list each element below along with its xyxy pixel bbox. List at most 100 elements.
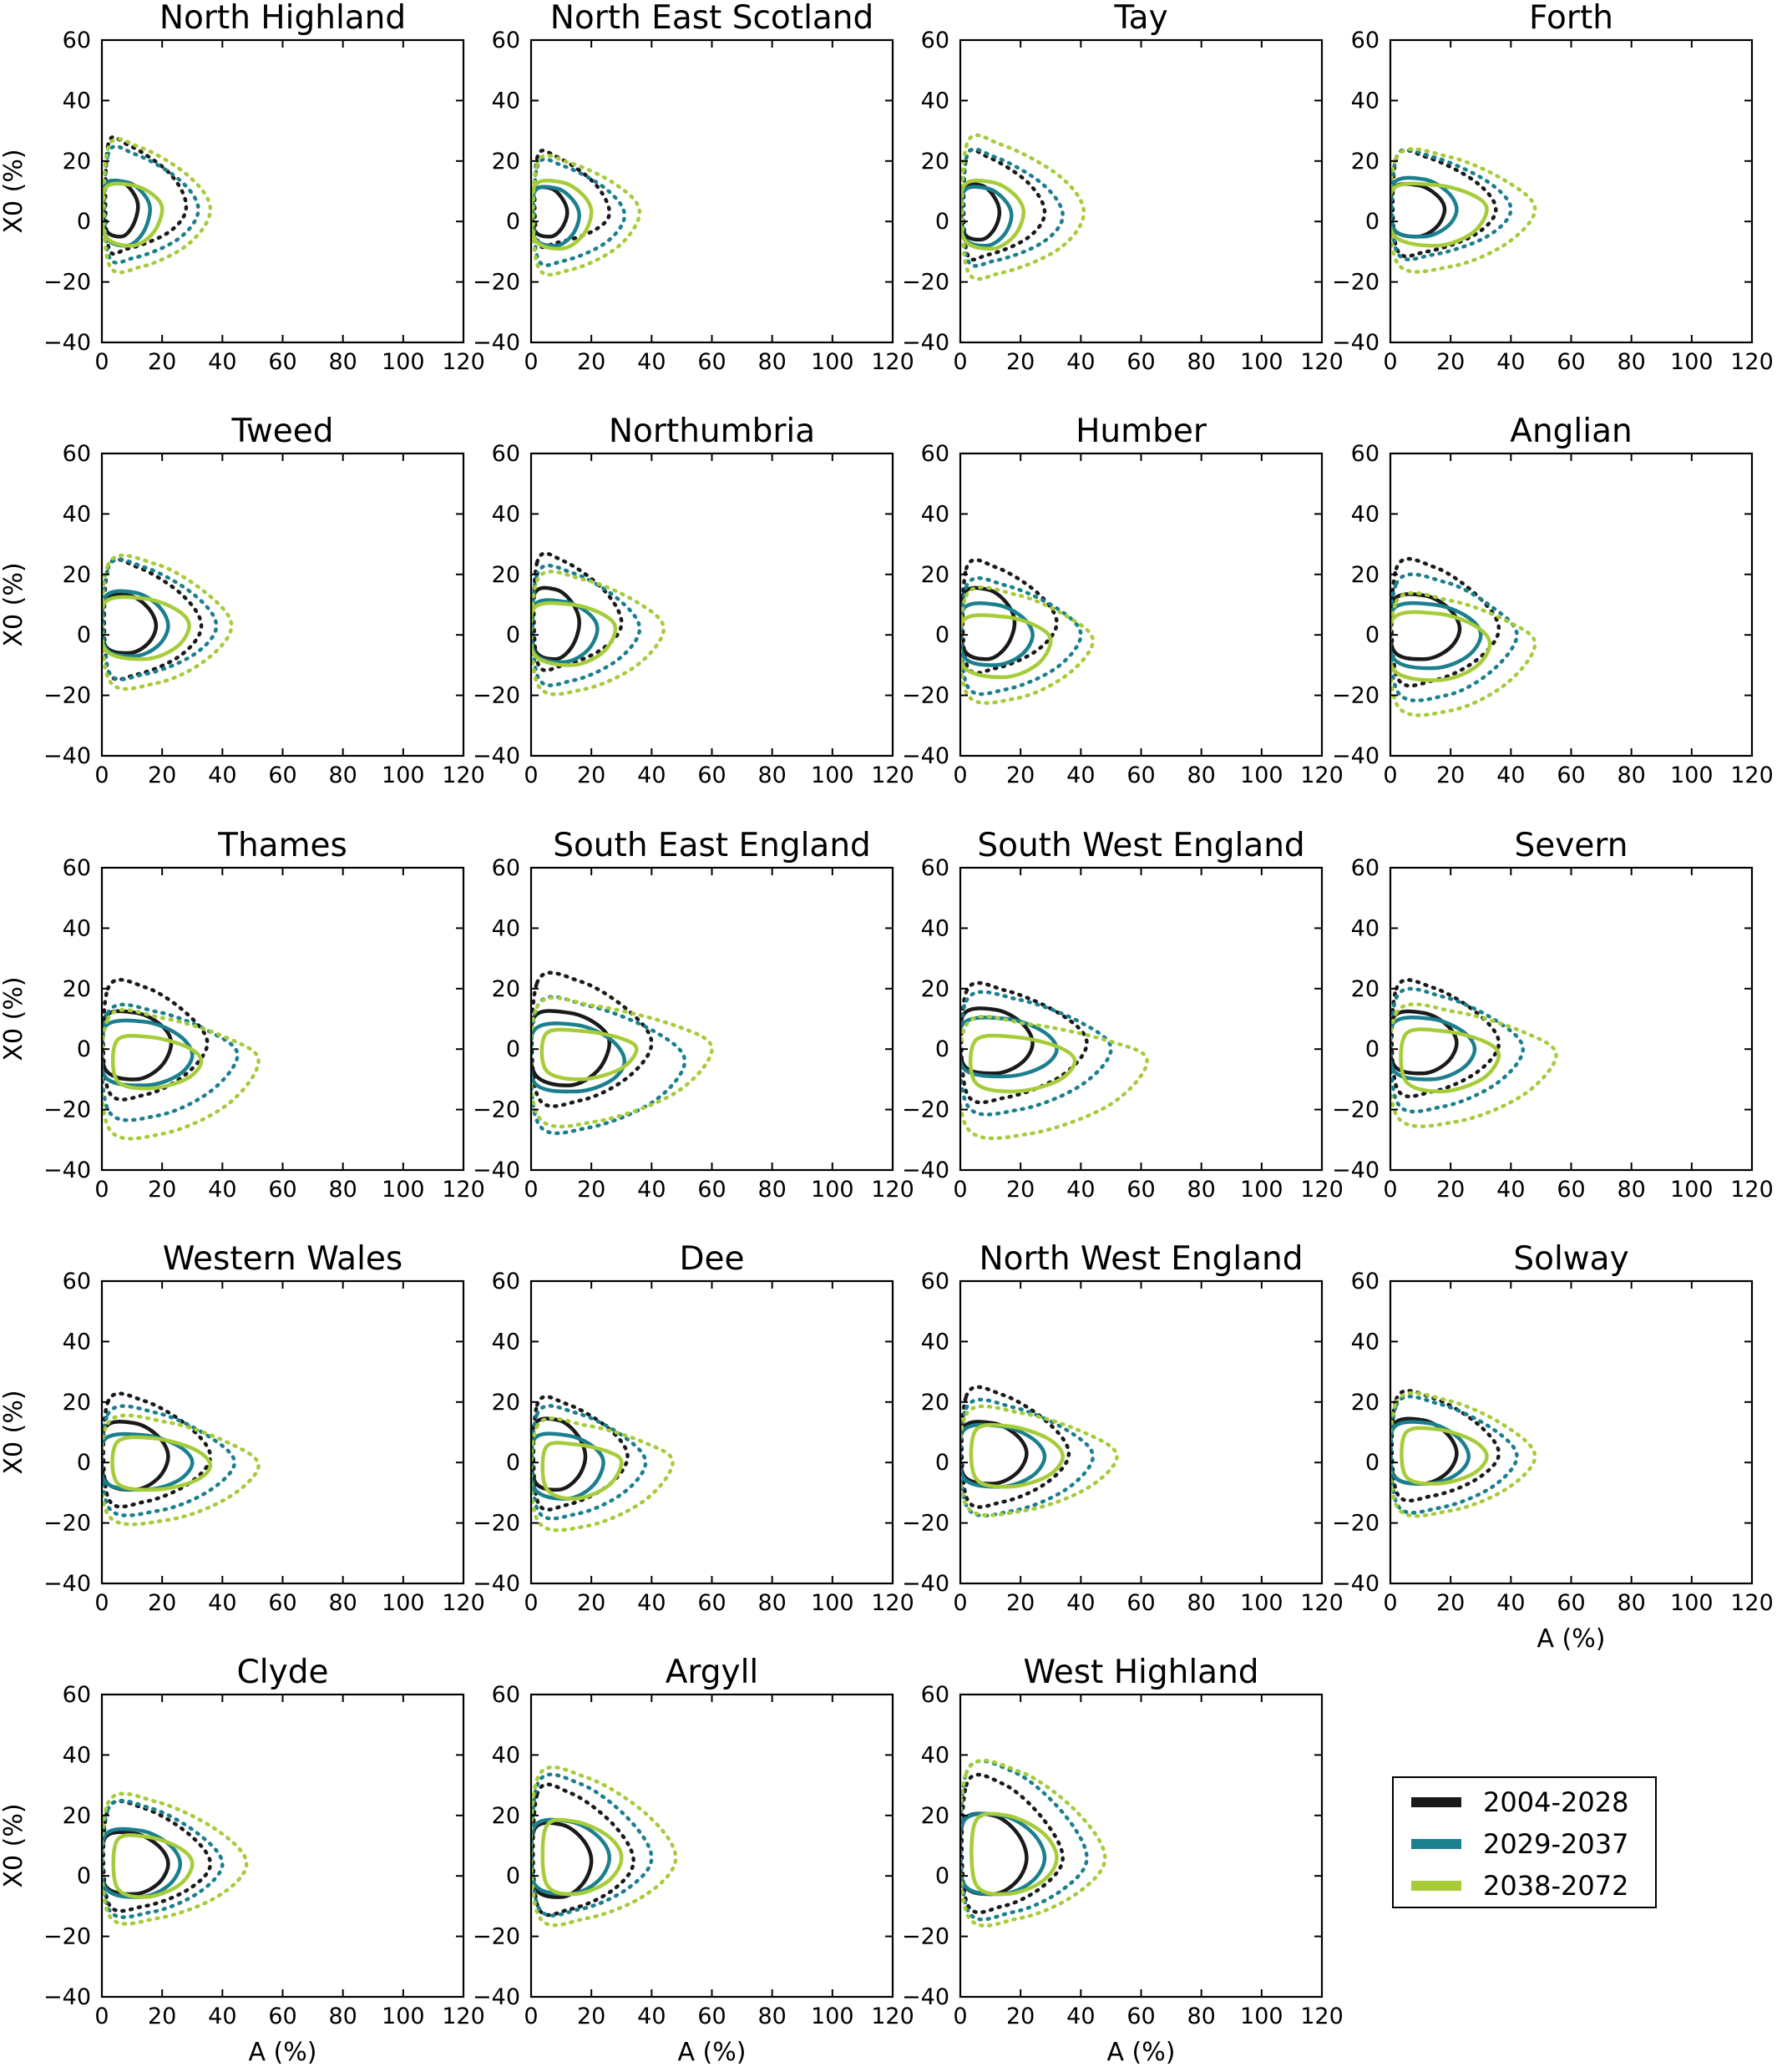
x-tick-label: 80: [1617, 349, 1645, 375]
outer-contour-2004-2028: [1390, 148, 1498, 259]
y-tick-label: −20: [43, 1511, 91, 1537]
outer-contour-2038-2072: [531, 570, 666, 697]
x-tick-label: 40: [208, 1177, 236, 1203]
outer-contour-2029-2037: [960, 576, 1083, 697]
outer-contour-2029-2037: [960, 990, 1113, 1117]
y-tick-label: 60: [921, 1682, 949, 1708]
y-tick-label: −40: [43, 1984, 91, 2010]
x-tick-label: 20: [1436, 1590, 1465, 1616]
inner-contour-2004-2028: [531, 585, 581, 661]
x-tick-label: 60: [1126, 1177, 1155, 1203]
x-tick-label: 40: [637, 1177, 666, 1203]
y-tick-label: −40: [902, 1984, 949, 2010]
x-tick-label: 120: [1300, 1590, 1344, 1616]
y-tick-label: −20: [43, 270, 91, 296]
x-tick-label: 80: [1617, 1177, 1645, 1203]
x-tick-label: 120: [442, 2004, 485, 2029]
x-tick-label: 0: [524, 762, 538, 788]
y-tick-label: 40: [1351, 915, 1380, 941]
inner-contour-2038-2072: [110, 1435, 213, 1492]
y-tick-label: −20: [902, 1511, 949, 1537]
x-tick-label: 100: [1240, 1590, 1283, 1616]
inner-contour-2038-2072: [968, 1033, 1077, 1094]
y-tick-label: −20: [902, 1097, 949, 1123]
y-axis-label: X0 (%): [0, 149, 28, 233]
y-tick-label: 20: [921, 1803, 949, 1829]
x-tick-label: 20: [148, 1590, 176, 1616]
inner-contour-2038-2072: [1400, 1426, 1489, 1486]
x-tick-label: 80: [1187, 762, 1215, 788]
outer-contour-2004-2028: [1390, 978, 1501, 1099]
inner-contour-2038-2072: [531, 178, 594, 251]
legend-label: 2004-2028: [1483, 1786, 1628, 1818]
outer-contour-2004-2028: [102, 978, 210, 1102]
y-tick-label: −20: [902, 270, 949, 296]
x-tick-label: 60: [1126, 2004, 1155, 2029]
outer-contour-2038-2072: [531, 995, 714, 1129]
y-tick-label: 0: [1365, 1036, 1380, 1062]
x-tick-label: 40: [1496, 1590, 1525, 1616]
outer-contour-2029-2037: [531, 995, 687, 1136]
contour-group: [960, 558, 1096, 706]
y-tick-label: 20: [63, 562, 91, 588]
inner-contour-2038-2072: [111, 1833, 195, 1899]
x-tick-label: 120: [442, 762, 485, 788]
outer-contour-2029-2037: [960, 147, 1065, 268]
y-tick-label: 60: [921, 441, 949, 467]
x-axis-label: A (%): [1107, 2038, 1176, 2067]
inner-contour-2038-2072: [540, 1441, 624, 1501]
inner-contour-2004-2028: [531, 1416, 588, 1492]
x-tick-label: 80: [328, 1590, 357, 1616]
x-axis-label: A (%): [249, 2038, 317, 2067]
x-tick-label: 80: [1187, 1177, 1215, 1203]
x-tick-label: 60: [1557, 349, 1585, 375]
outer-contour-2038-2072: [1390, 590, 1537, 717]
x-tick-label: 0: [953, 1590, 967, 1616]
y-tick-label: 20: [921, 149, 949, 175]
x-tick-label: 40: [1066, 349, 1095, 375]
inner-contour-2038-2072: [970, 1811, 1059, 1897]
y-tick-label: 40: [921, 915, 949, 941]
y-axis-label: X0 (%): [0, 1390, 28, 1474]
x-tick-label: 60: [1126, 349, 1155, 375]
y-tick-label: 20: [63, 976, 91, 1002]
y-tick-label: −40: [43, 743, 91, 769]
x-tick-label: 100: [811, 349, 854, 375]
inner-contour-2004-2028: [531, 185, 570, 239]
y-tick-label: −20: [1332, 270, 1380, 296]
x-tick-label: 0: [94, 2004, 109, 2029]
x-tick-label: 40: [208, 2004, 236, 2029]
inner-contour-2038-2072: [540, 1817, 624, 1897]
y-tick-label: 20: [1351, 149, 1380, 175]
y-tick-label: 0: [506, 1450, 520, 1476]
y-tick-label: 0: [1365, 622, 1380, 648]
outer-contour-2038-2072: [960, 1014, 1149, 1141]
y-tick-label: 0: [506, 1863, 520, 1889]
inner-contour-2004-2028: [1390, 1009, 1459, 1076]
inner-contour-2038-2072: [960, 178, 1026, 251]
contour-group: [102, 134, 213, 275]
x-tick-label: 20: [1006, 762, 1035, 788]
outer-contour-2029-2037: [103, 144, 200, 265]
x-tick-label: 0: [953, 1177, 967, 1203]
panel-frame: [529, 38, 894, 344]
outer-contour-2029-2037: [1390, 1395, 1519, 1515]
panel-frame: [529, 1279, 894, 1585]
y-tick-label: 60: [492, 1269, 520, 1294]
outer-contour-2004-2028: [960, 1385, 1071, 1509]
contour-group: [102, 1791, 249, 1926]
inner-contour-2004-2028: [102, 592, 159, 656]
x-tick-label: 80: [757, 349, 786, 375]
x-tick-label: 120: [442, 1590, 485, 1616]
legend-label: 2029-2037: [1483, 1828, 1628, 1860]
x-tick-label: 0: [524, 1177, 538, 1203]
inner-contour-2004-2028: [531, 1821, 594, 1899]
y-tick-label: 20: [492, 562, 520, 588]
y-tick-label: 20: [63, 1390, 91, 1416]
x-tick-label: 120: [1300, 1177, 1344, 1203]
panel-south-east-england: South East England 0 20 40 60 80 100 120 −40 −20 0…: [473, 827, 914, 1203]
panel-title: South East England: [553, 827, 871, 864]
y-tick-label: 40: [921, 1742, 949, 1768]
panel-frame: [959, 38, 1324, 344]
